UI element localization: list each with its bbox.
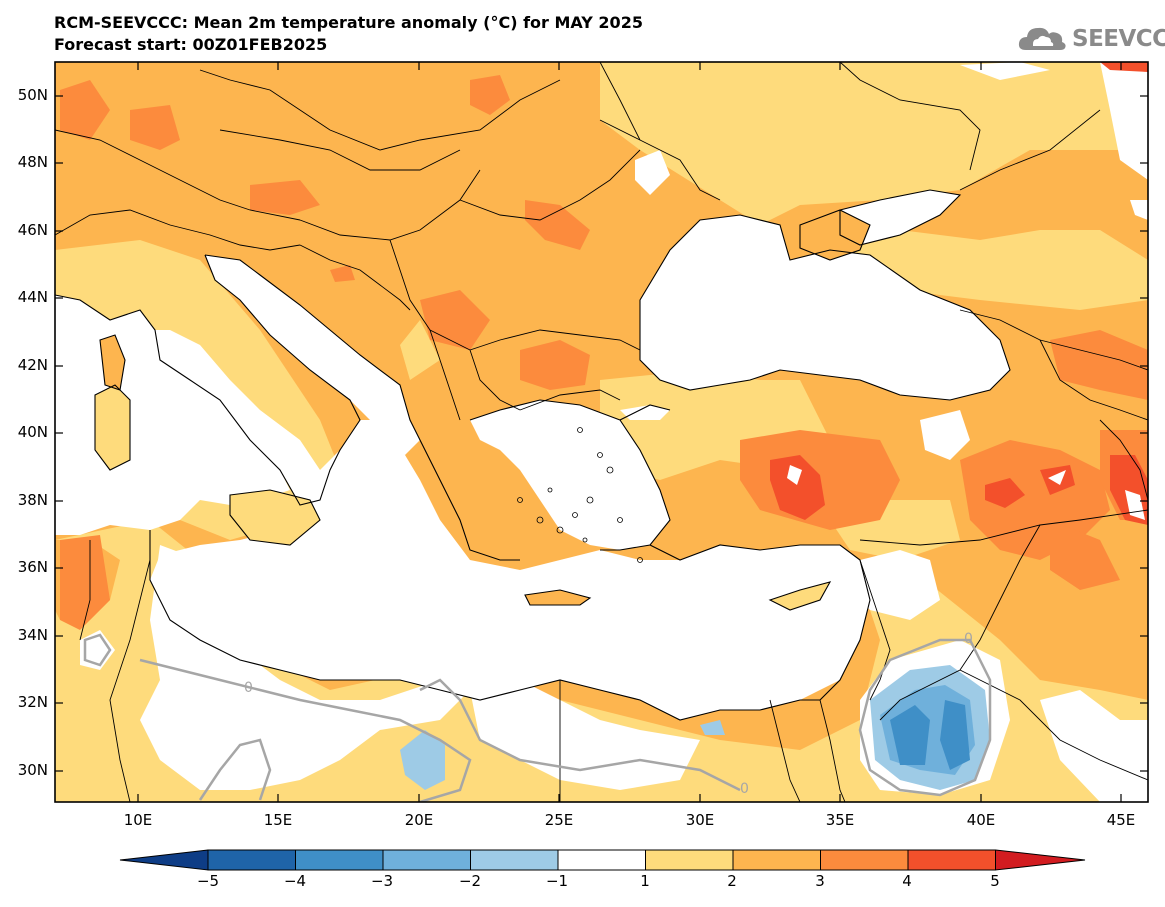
colorbar-label: −4 [283, 872, 307, 890]
zero-contour [83, 633, 992, 802]
lat-label: 36N [17, 558, 48, 576]
lon-label: 10E [123, 811, 153, 829]
country-borders [55, 62, 1148, 802]
lon-label: 20E [404, 811, 434, 829]
lat-label: 46N [17, 221, 48, 239]
lat-label: 42N [17, 356, 48, 374]
axis-ticks [55, 62, 1148, 802]
lon-label: 30E [685, 811, 715, 829]
lat-label: 48N [17, 153, 48, 171]
logo-text: SEEVCCC [1072, 26, 1165, 52]
colorbar-label: 4 [902, 872, 912, 890]
colorbar [119, 849, 1086, 871]
colorbar-label: −2 [458, 872, 482, 890]
lon-label: 25E [544, 811, 574, 829]
seevccc-logo: SEEVCCC [1016, 22, 1165, 56]
islands [95, 210, 870, 610]
colorbar-segment [295, 849, 384, 871]
contour-label: 0 [964, 631, 973, 647]
contour-label: 0 [244, 680, 253, 696]
lat-label: 34N [17, 626, 48, 644]
colorbar-max-arrow [995, 849, 1086, 871]
colorbar-label: 3 [815, 872, 825, 890]
lat-label: 38N [17, 491, 48, 509]
anomaly-field [55, 62, 1148, 802]
map-frame [54, 61, 1149, 803]
lat-label: 30N [17, 761, 48, 779]
colorbar-segment [907, 849, 996, 871]
colorbar-label: 1 [640, 872, 650, 890]
contour-label: 0 [740, 781, 749, 797]
lat-label: 50N [17, 86, 48, 104]
colorbar-segment [207, 849, 296, 871]
lon-label: 45E [1106, 811, 1136, 829]
colorbar-segment [557, 849, 646, 871]
forecast-start: Forecast start: 00Z01FEB2025 [54, 35, 328, 54]
cloud-icon [1018, 27, 1066, 50]
colorbar-segment [382, 849, 471, 871]
lat-label: 44N [17, 288, 48, 306]
colorbar-segment [470, 849, 559, 871]
lon-label: 35E [825, 811, 855, 829]
lon-label: 15E [263, 811, 293, 829]
colorbar-label: 2 [727, 872, 737, 890]
colorbar-label: −5 [196, 872, 220, 890]
lat-label: 40N [17, 423, 48, 441]
colorbar-segment [732, 849, 821, 871]
map-title: RCM-SEEVCCC: Mean 2m temperature anomaly… [54, 13, 643, 32]
colorbar-segment [820, 849, 909, 871]
coastlines [55, 189, 1011, 721]
colorbar-min-arrow [119, 849, 209, 871]
colorbar-label: −3 [370, 872, 394, 890]
lon-label: 40E [966, 811, 996, 829]
colorbar-label: 5 [990, 872, 1000, 890]
colorbar-segment [645, 849, 734, 871]
lat-label: 32N [17, 693, 48, 711]
colorbar-label: −1 [545, 872, 569, 890]
